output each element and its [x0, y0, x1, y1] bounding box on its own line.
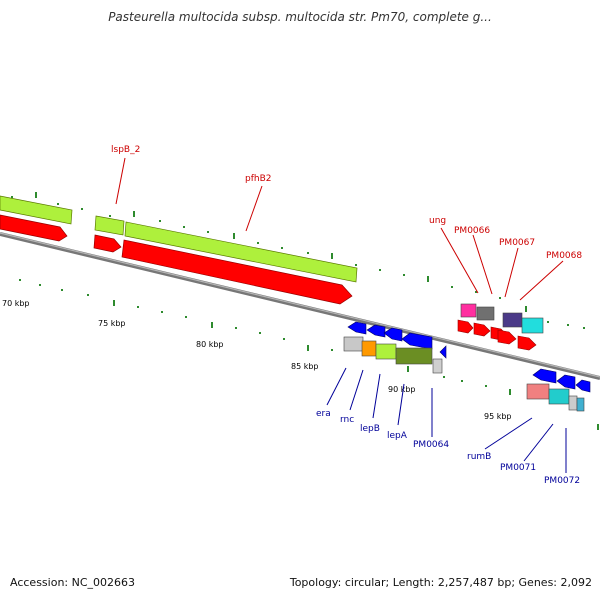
- cds-arrow-ung[interactable]: [457, 319, 474, 334]
- cds-arrow-rev-7[interactable]: [556, 374, 576, 390]
- cds-arrow-rev-8[interactable]: [575, 379, 591, 393]
- scale-label-75: 75 kbp: [98, 319, 126, 328]
- lower-tick-marks: [19, 279, 599, 430]
- genome-backbone-highlight: [0, 232, 600, 378]
- map-title: Pasteurella multocida subsp. multocida s…: [108, 10, 492, 24]
- feature-pm0066[interactable]: [476, 306, 495, 321]
- feature-green-left[interactable]: [0, 195, 73, 225]
- cds-arrow-rev-2[interactable]: [366, 324, 386, 338]
- cds-arrow-rev-3[interactable]: [383, 327, 403, 342]
- forward-label-lines: [115, 157, 564, 301]
- feature-green-lspb[interactable]: [94, 215, 125, 236]
- scale-label-90: 90 kbp: [388, 385, 416, 394]
- feature-pm0071-box[interactable]: [548, 388, 570, 405]
- scale-label-95: 95 kbp: [484, 412, 512, 421]
- cds-arrow-left[interactable]: [0, 214, 68, 242]
- reverse-features-a: [343, 336, 443, 374]
- feature-pm0072b-box[interactable]: [576, 397, 585, 412]
- reverse-label-lines: [326, 367, 567, 473]
- feature-era-box[interactable]: [343, 336, 364, 352]
- scale-label-85: 85 kbp: [291, 362, 319, 371]
- forward-green-features: [0, 195, 358, 283]
- gene-label-lspb2[interactable]: lspB_2: [111, 145, 140, 155]
- upper-tick-marks: [11, 192, 585, 329]
- feature-pm0067[interactable]: [502, 312, 523, 328]
- gene-label-lepb[interactable]: lepB: [360, 424, 380, 434]
- scale-label-70: 70 kbp: [2, 299, 30, 308]
- gene-label-pm0067[interactable]: PM0067: [499, 238, 535, 248]
- feature-green-pfhb2[interactable]: [124, 221, 358, 283]
- gene-label-pm0072[interactable]: PM0072: [544, 476, 580, 486]
- reverse-cds-arrows-a: [347, 321, 447, 359]
- cds-arrow-rev-1[interactable]: [347, 321, 367, 335]
- gene-label-rnc[interactable]: rnc: [340, 415, 354, 425]
- cds-arrow-rev-6[interactable]: [532, 368, 557, 384]
- forward-cluster-pm0066: [460, 303, 544, 334]
- feature-ung[interactable]: [460, 303, 477, 318]
- cds-arrow-rev-5[interactable]: [439, 345, 447, 359]
- feature-pm0072-box[interactable]: [568, 395, 578, 411]
- cds-arrow-pfhb2[interactable]: [121, 239, 353, 305]
- reverse-features-b: [526, 383, 585, 412]
- cds-arrow-pm0067b[interactable]: [497, 329, 517, 345]
- gene-label-rumb[interactable]: rumB: [467, 452, 491, 462]
- feature-lepa-box[interactable]: [395, 347, 433, 365]
- feature-rnc-box[interactable]: [361, 340, 377, 357]
- gene-label-pm0066[interactable]: PM0066: [454, 226, 490, 236]
- gene-label-pm0068[interactable]: PM0068: [546, 251, 582, 261]
- forward-cds-arrows: [0, 214, 353, 305]
- scale-label-80: 80 kbp: [196, 340, 224, 349]
- gene-label-ung[interactable]: ung: [429, 216, 446, 226]
- reverse-cds-arrows-b: [532, 368, 591, 393]
- cds-arrow-lspb2[interactable]: [93, 234, 122, 253]
- feature-rumb-box[interactable]: [526, 383, 550, 400]
- accession-text: Accession: NC_002663: [10, 576, 136, 589]
- cds-arrow-rev-4[interactable]: [401, 332, 433, 350]
- gene-label-lepa[interactable]: lepA: [387, 431, 408, 441]
- forward-cluster-arrows: [457, 319, 537, 351]
- feature-pm0068[interactable]: [521, 317, 544, 334]
- gene-label-era[interactable]: era: [316, 409, 331, 419]
- feature-pm0064-box[interactable]: [432, 358, 443, 374]
- genome-summary-text: Topology: circular; Length: 2,257,487 bp…: [289, 576, 592, 589]
- cds-arrow-pm0068[interactable]: [517, 335, 537, 351]
- gene-label-pm0064[interactable]: PM0064: [413, 440, 449, 450]
- gene-label-pfhb2[interactable]: pfhB2: [245, 174, 272, 184]
- gene-label-pm0071[interactable]: PM0071: [500, 463, 536, 473]
- cds-arrow-pm0066[interactable]: [473, 322, 491, 337]
- genome-backbone: [0, 232, 600, 380]
- feature-lepb-box[interactable]: [375, 343, 397, 360]
